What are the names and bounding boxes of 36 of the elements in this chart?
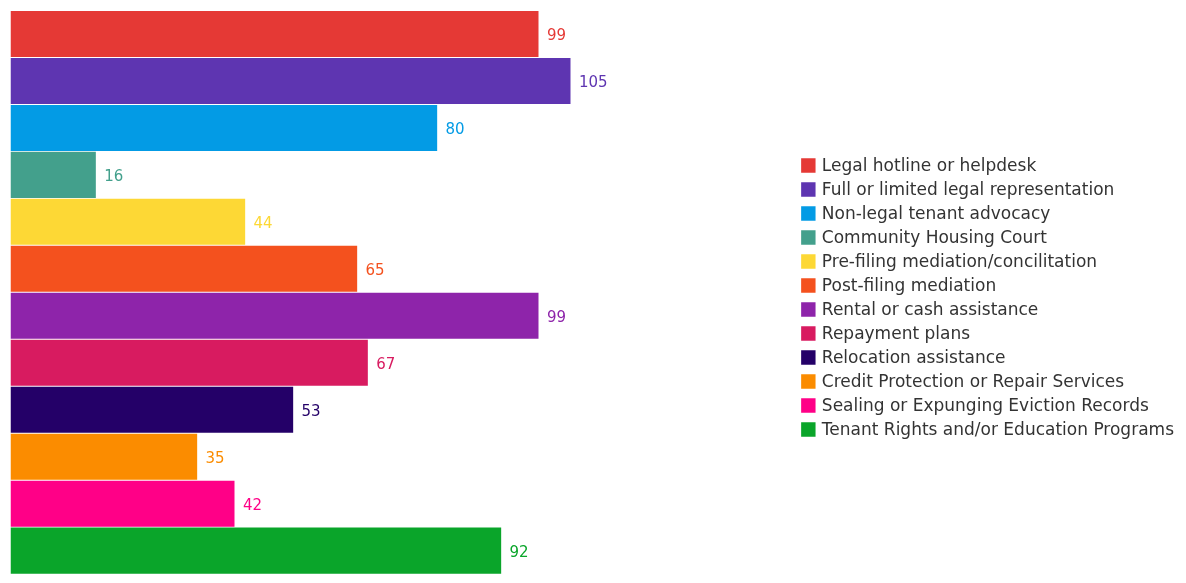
bar [10,245,358,292]
legend-label: Rental or cash assistance [821,298,1039,319]
legend-label: Non-legal tenant advocacy [821,202,1051,223]
legend-label: Legal hotline or helpdesk [821,154,1037,175]
bar [10,480,235,527]
data-label: 35 [205,448,225,467]
bar [10,386,294,433]
legend-label: Community Housing Court [821,226,1047,247]
legend-label: Repayment plans [821,322,971,343]
legend-label: Relocation assistance [821,346,1006,367]
data-label: 65 [365,260,385,279]
data-label: 105 [578,72,608,91]
data-label: 92 [509,542,529,561]
data-label: 99 [546,25,566,44]
bar [10,339,368,386]
data-label: 16 [104,166,124,185]
data-label: 80 [445,119,465,138]
data-label: 44 [253,213,273,232]
bar [10,104,438,151]
legend-label: Sealing or Expunging Eviction Records [821,394,1149,415]
legend-label: Post-filing mediation [821,274,997,295]
data-label: 42 [242,495,262,514]
legend-label: Tenant Rights and/or Education Programs [821,418,1174,439]
data-label: 67 [376,354,396,373]
bar [10,527,502,574]
bar [10,151,96,198]
legend-label: Credit Protection or Repair Services [821,370,1125,391]
bar [10,292,539,339]
bar [10,433,198,480]
bar [10,198,246,245]
legend-label: Pre-filing mediation/concilitation [821,250,1098,271]
data-label: 99 [546,307,566,326]
bar [10,10,539,57]
data-label: 53 [301,401,321,420]
bar [10,57,571,104]
legend-label: Full or limited legal representation [821,178,1115,199]
